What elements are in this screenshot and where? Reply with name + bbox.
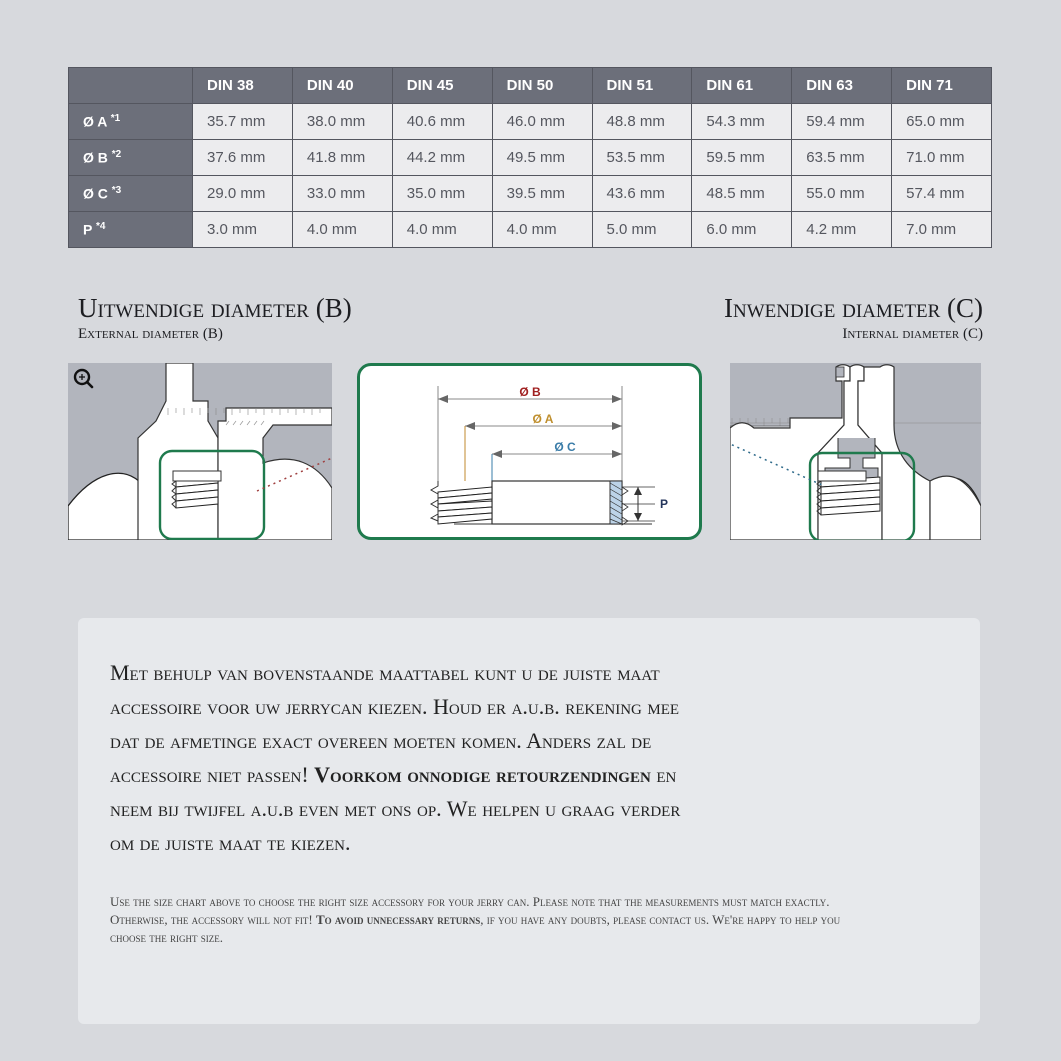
svg-text:Ø A: Ø A (533, 412, 554, 426)
svg-text:Ø C: Ø C (554, 440, 576, 454)
svg-text:P: P (660, 497, 668, 511)
svg-text:Ø B: Ø B (519, 385, 541, 399)
